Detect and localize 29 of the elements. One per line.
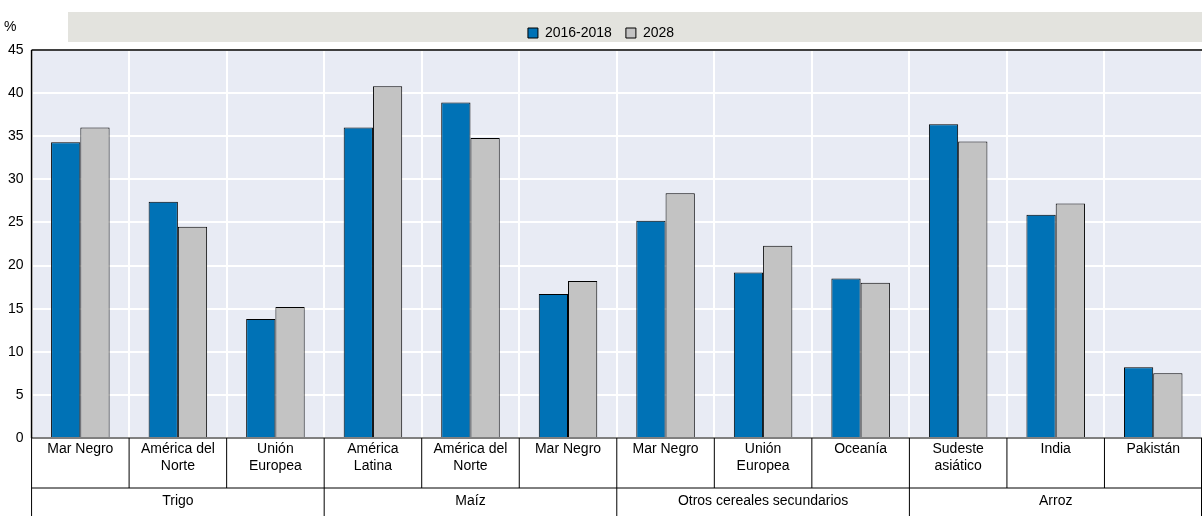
text: Arroz (1038, 491, 1073, 508)
y-tick-label: 25 (7, 213, 24, 230)
y-tick-label: 20 (7, 256, 24, 273)
text: Otros cereales secundarios (677, 491, 849, 508)
y-tick-label: 5 (15, 385, 24, 402)
x-tick-label: América del Norte (433, 439, 508, 473)
x-tick-label: Pakistán (1126, 439, 1181, 456)
x-tick-label: Mar Negro (47, 439, 114, 456)
y-tick-label: 0 (15, 428, 24, 445)
text: Trigo (162, 491, 194, 508)
x-tick-label: Sudeste asiático (932, 439, 985, 473)
x-tick-label: Mar Negro (632, 439, 699, 456)
y-tick-label: 40 (7, 83, 24, 100)
x-tick-label: Oceanía (834, 439, 888, 456)
legend-label: 2028 (642, 23, 675, 40)
y-axis-title: % (4, 17, 17, 34)
y-tick-label: 10 (7, 342, 24, 359)
x-tick-label: Unión Europea (736, 439, 790, 473)
y-tick-label: 30 (7, 170, 24, 187)
y-tick-label: 35 (7, 127, 24, 144)
text: Maíz (455, 491, 486, 508)
x-tick-label: India (1040, 439, 1072, 456)
legend-label: 2016-2018 (544, 23, 613, 40)
y-tick-label: 15 (7, 299, 24, 316)
x-tick-label: América del Norte (140, 439, 215, 473)
x-tick-label: Mar Negro (534, 439, 602, 456)
x-tick-label: Unión Europea (248, 439, 303, 473)
y-tick-label: 45 (7, 40, 24, 57)
x-tick-label: América Latina (347, 439, 399, 473)
